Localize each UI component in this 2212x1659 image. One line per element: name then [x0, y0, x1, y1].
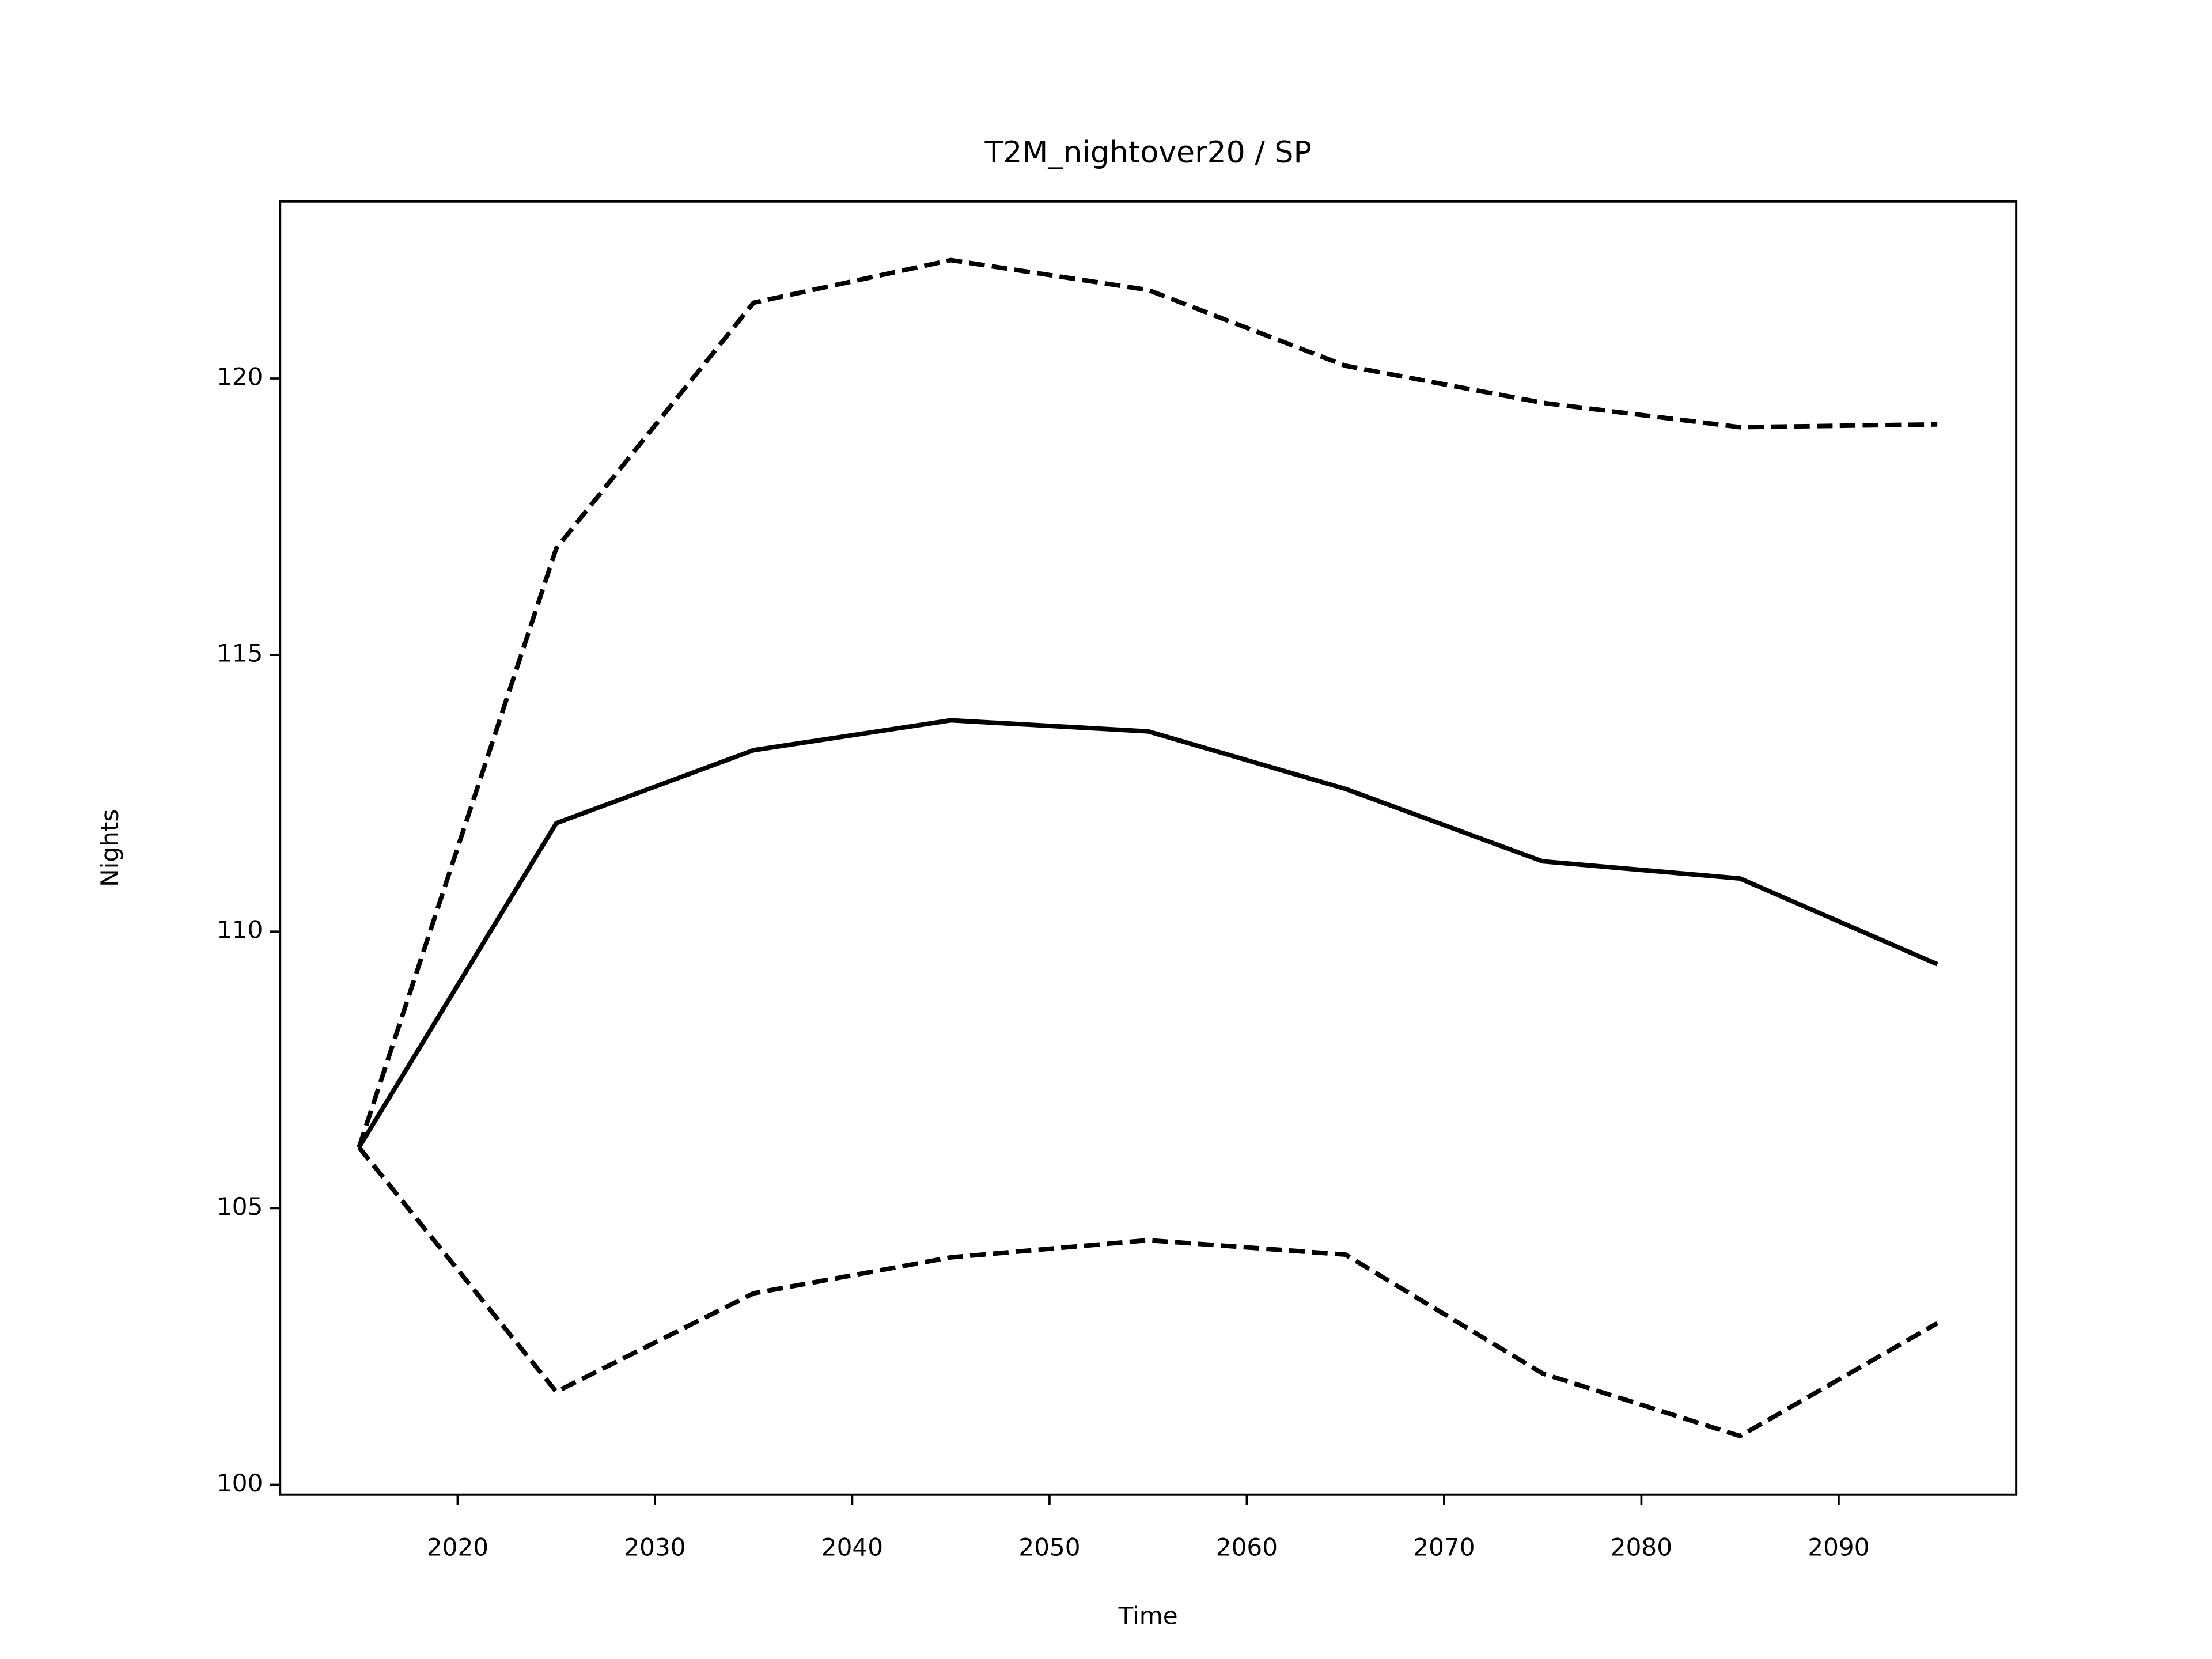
y-axis-label: Nights [96, 809, 124, 887]
y-tick-label: 110 [217, 916, 263, 944]
x-tick-label: 2040 [821, 1533, 883, 1561]
x-tick-label: 2020 [427, 1533, 488, 1561]
series-line [357, 1146, 1939, 1438]
y-tick-label: 105 [217, 1192, 263, 1221]
x-tick-label: 2060 [1216, 1533, 1278, 1561]
x-axis-label: Time [1118, 1602, 1178, 1630]
y-tick-label: 115 [217, 639, 263, 668]
x-tick-label: 2050 [1018, 1533, 1080, 1561]
series-line [357, 718, 1938, 1149]
y-tick-label: 120 [217, 363, 263, 391]
chart-title: T2M_nightover20 / SP [984, 135, 1311, 170]
x-tick-label: 2030 [624, 1533, 685, 1561]
series-line [357, 257, 1938, 1148]
x-tick-label: 2070 [1413, 1533, 1475, 1561]
x-tick-label: 2080 [1611, 1533, 1672, 1561]
plot-frame [279, 200, 2018, 1496]
y-tick-label: 100 [217, 1469, 263, 1497]
x-tick-label: 2090 [1808, 1533, 1869, 1561]
